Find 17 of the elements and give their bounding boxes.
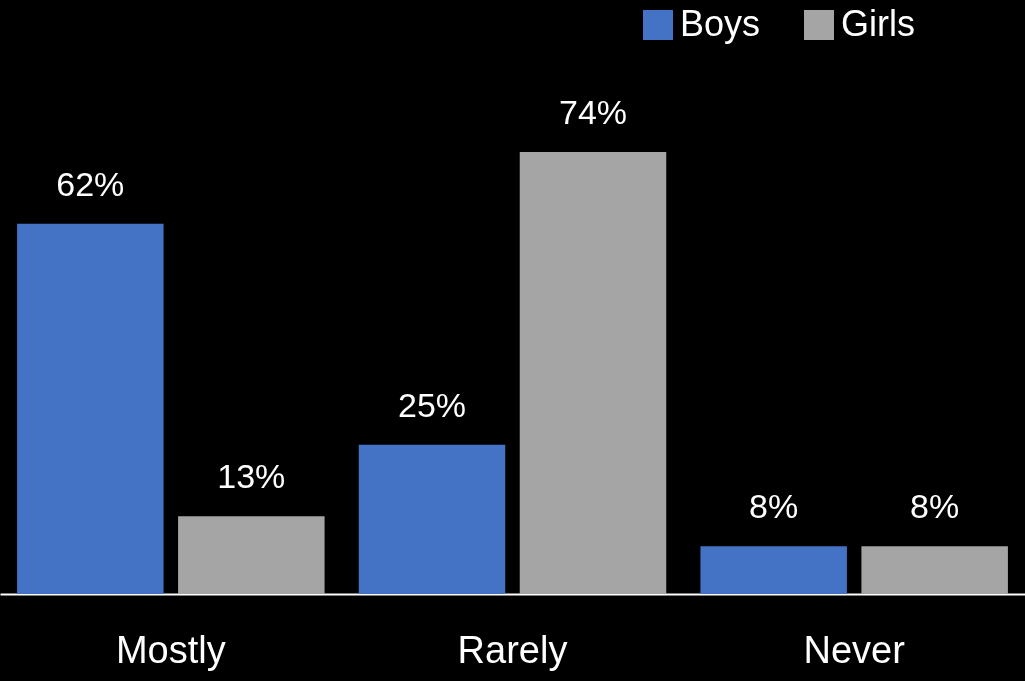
data-label: 13% [217,457,286,496]
bar [700,546,847,594]
x-tick-label: Never [803,628,906,671]
bar [178,516,325,594]
data-label: 8% [749,487,799,526]
bar [519,152,667,594]
x-tick-label: Rarely [457,628,568,671]
data-label: 74% [558,93,628,131]
data-label: 8% [910,487,960,526]
legend-label: Girls [841,3,915,44]
bar [17,223,164,594]
x-tick-label: Mostly [115,628,226,671]
data-label: 62% [56,164,125,203]
legend-label: Boys [680,3,761,44]
bar [358,444,506,594]
data-label: 25% [397,385,467,424]
bar [861,546,1008,594]
